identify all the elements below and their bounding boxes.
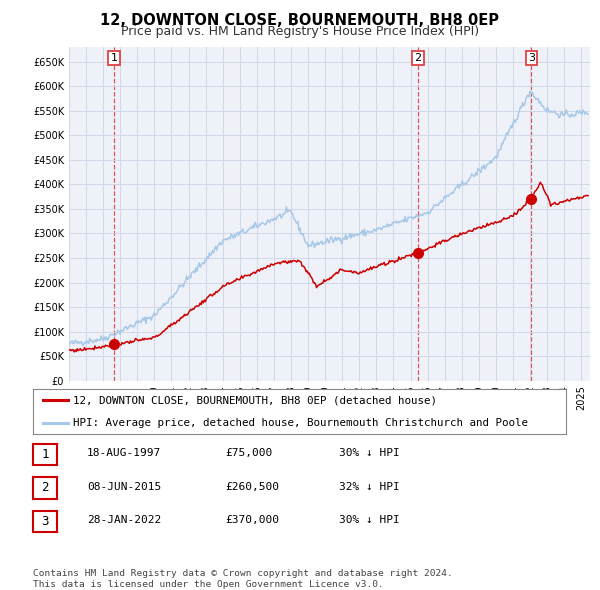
Text: HPI: Average price, detached house, Bournemouth Christchurch and Poole: HPI: Average price, detached house, Bour…	[73, 418, 528, 428]
Text: Price paid vs. HM Land Registry's House Price Index (HPI): Price paid vs. HM Land Registry's House …	[121, 25, 479, 38]
Text: 08-JUN-2015: 08-JUN-2015	[87, 482, 161, 491]
Text: 32% ↓ HPI: 32% ↓ HPI	[339, 482, 400, 491]
Text: 2: 2	[41, 481, 49, 494]
Text: 18-AUG-1997: 18-AUG-1997	[87, 448, 161, 458]
Text: 2: 2	[415, 53, 422, 63]
Text: 30% ↓ HPI: 30% ↓ HPI	[339, 448, 400, 458]
Text: £370,000: £370,000	[225, 516, 279, 525]
Text: 12, DOWNTON CLOSE, BOURNEMOUTH, BH8 0EP (detached house): 12, DOWNTON CLOSE, BOURNEMOUTH, BH8 0EP …	[73, 395, 437, 405]
Text: 1: 1	[110, 53, 118, 63]
Text: £75,000: £75,000	[225, 448, 272, 458]
Text: 12, DOWNTON CLOSE, BOURNEMOUTH, BH8 0EP: 12, DOWNTON CLOSE, BOURNEMOUTH, BH8 0EP	[101, 13, 499, 28]
Text: 30% ↓ HPI: 30% ↓ HPI	[339, 516, 400, 525]
Text: 3: 3	[528, 53, 535, 63]
Text: Contains HM Land Registry data © Crown copyright and database right 2024.
This d: Contains HM Land Registry data © Crown c…	[33, 569, 453, 589]
Text: £260,500: £260,500	[225, 482, 279, 491]
Text: 28-JAN-2022: 28-JAN-2022	[87, 516, 161, 525]
Text: 3: 3	[41, 515, 49, 528]
Text: 1: 1	[41, 448, 49, 461]
